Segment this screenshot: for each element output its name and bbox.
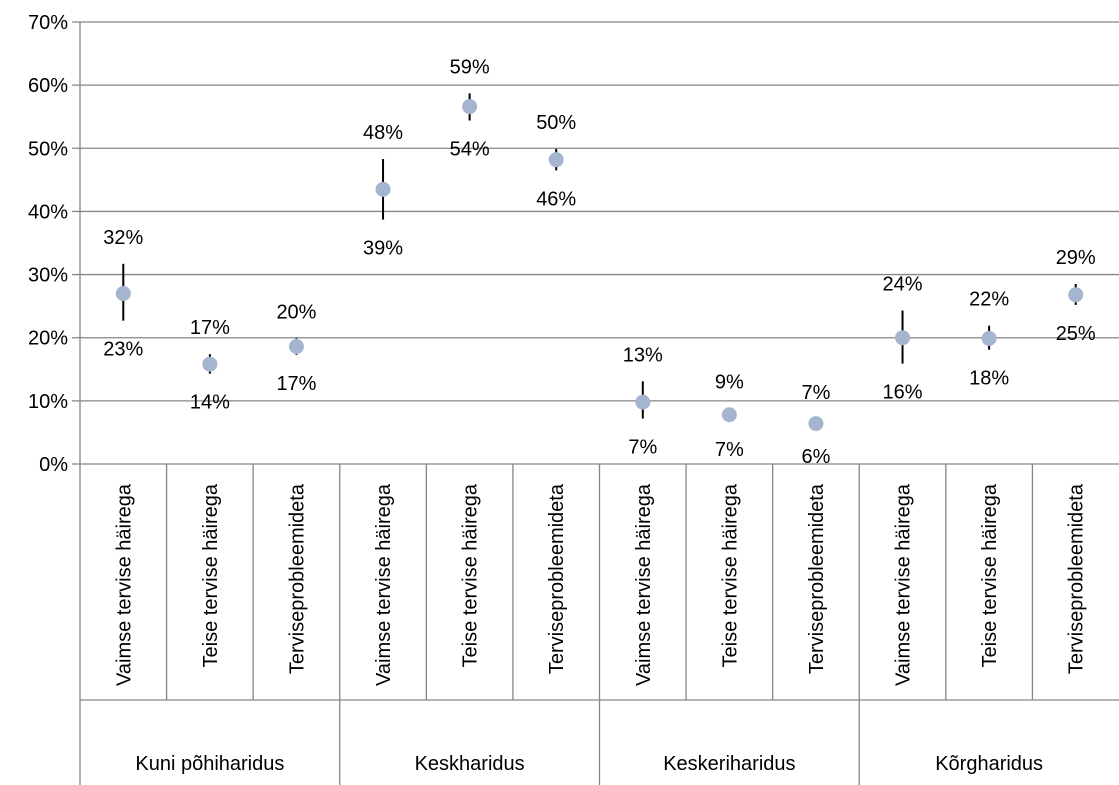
upper-value-label: 32% [103, 227, 143, 249]
lower-value-label: 25% [1056, 323, 1096, 345]
data-point [635, 394, 651, 410]
data-point [462, 99, 478, 115]
upper-value-label: 17% [190, 317, 230, 339]
lower-value-label: 14% [190, 392, 230, 414]
lower-value-label: 18% [969, 368, 1009, 390]
y-axis: 0% 10% 20% 30% 40% 50% 60% 70% [28, 12, 68, 476]
data-points [115, 99, 1084, 432]
category-label: Terviseprobleemideta [806, 483, 828, 674]
upper-value-label: 50% [536, 112, 576, 134]
lower-value-label: 16% [883, 382, 923, 404]
data-point [1068, 287, 1084, 303]
data-point [202, 356, 218, 372]
y-tick-label: 60% [28, 75, 68, 97]
data-point [981, 330, 997, 346]
y-tick-label: 0% [39, 454, 68, 476]
y-tick-label: 30% [28, 265, 68, 287]
category-label: Terviseprobleemideta [1066, 483, 1088, 674]
y-tick-label: 40% [28, 201, 68, 223]
data-point [721, 407, 737, 423]
upper-value-label: 7% [802, 382, 831, 404]
data-point [808, 416, 824, 432]
category-label: Vaimse tervise häirega [893, 483, 915, 686]
upper-value-label: 24% [883, 274, 923, 296]
lower-value-label: 7% [715, 439, 744, 461]
data-point [288, 339, 304, 355]
category-label: Vaimse tervise häirega [373, 483, 395, 686]
lower-value-label: 6% [802, 446, 831, 468]
error-bars [122, 93, 1077, 429]
category-label: Teise tervise häirega [719, 483, 741, 667]
category-label: Teise tervise häirega [460, 483, 482, 667]
group-label: Kõrgharidus [935, 753, 1043, 775]
group-label: Kuni põhiharidus [135, 753, 284, 775]
data-point [548, 152, 564, 168]
data-point [895, 330, 911, 346]
lower-value-label: 7% [628, 437, 657, 459]
upper-value-label: 29% [1056, 247, 1096, 269]
category-labels: Vaimse tervise häirega Teise tervise häir… [113, 483, 1087, 686]
upper-value-label: 59% [450, 56, 490, 78]
upper-value-label: 20% [276, 301, 316, 323]
category-label: Terviseprobleemideta [286, 483, 308, 674]
data-point [375, 181, 391, 197]
upper-value-label: 22% [969, 289, 1009, 311]
group-label: Keskeriharidus [663, 753, 795, 775]
lower-value-label: 46% [536, 188, 576, 210]
group-labels: Kuni põhiharidus Keskharidus Keskeriharidu… [135, 753, 1043, 775]
data-labels: 32% 23% 17% 14% 20% 17% 48% 39% 59% 54% 50% 46% 13% 7… [103, 56, 1096, 468]
grid [72, 21, 1119, 465]
y-tick-label: 20% [28, 328, 68, 350]
y-tick-label: 50% [28, 138, 68, 160]
lower-value-label: 39% [363, 238, 403, 260]
upper-value-label: 9% [715, 371, 744, 393]
y-tick-label: 10% [28, 391, 68, 413]
lower-value-label: 23% [103, 339, 143, 361]
x-axis [79, 22, 1119, 785]
category-label: Teise tervise häirega [200, 483, 222, 667]
data-point [115, 286, 131, 302]
group-label: Keskharidus [415, 753, 525, 775]
category-label: Teise tervise häirega [979, 483, 1001, 667]
upper-value-label: 48% [363, 122, 403, 144]
lower-value-label: 17% [276, 373, 316, 395]
upper-value-label: 13% [623, 344, 663, 366]
lower-value-label: 54% [450, 139, 490, 161]
category-label: Vaimse tervise häirega [633, 483, 655, 686]
category-label: Vaimse tervise häirega [113, 483, 135, 686]
y-tick-label: 70% [28, 12, 68, 34]
category-label: Terviseprobleemideta [546, 483, 568, 674]
